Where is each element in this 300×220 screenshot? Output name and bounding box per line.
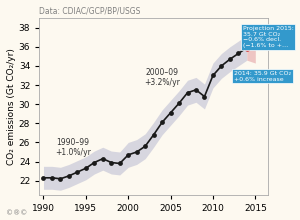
- Point: [211, 74, 215, 77]
- Point: [143, 145, 148, 148]
- Point: [100, 157, 105, 160]
- Point: [50, 176, 54, 180]
- Point: [109, 161, 114, 164]
- Point: [227, 57, 232, 61]
- Point: [126, 153, 130, 157]
- Point: [134, 150, 139, 154]
- Point: [177, 101, 182, 105]
- Point: [151, 133, 156, 137]
- Text: 1990–99
+1.0%/yr: 1990–99 +1.0%/yr: [55, 138, 91, 157]
- Point: [160, 121, 164, 124]
- Point: [236, 52, 241, 55]
- Text: Projection 2015:
35.7 Gt CO₂
−0.6% decl.
(−1.6% to +…: Projection 2015: 35.7 Gt CO₂ −0.6% decl.…: [243, 26, 293, 48]
- Point: [244, 46, 249, 50]
- Point: [194, 88, 198, 92]
- Point: [41, 176, 46, 180]
- Point: [75, 170, 80, 174]
- Text: 2000–09
+3.2%/yr: 2000–09 +3.2%/yr: [144, 68, 180, 87]
- Text: 2014: 35.9 Gt CO₂
+0.6% increase: 2014: 35.9 Gt CO₂ +0.6% increase: [234, 71, 291, 81]
- Point: [83, 167, 88, 170]
- Point: [185, 91, 190, 94]
- Point: [67, 174, 71, 178]
- Point: [168, 111, 173, 115]
- Point: [58, 177, 63, 181]
- Y-axis label: CO₂ emissions (Gt CO₂/yr): CO₂ emissions (Gt CO₂/yr): [7, 48, 16, 165]
- Point: [202, 95, 207, 98]
- Text: Data: CDIAC/GCP/BP/USGS: Data: CDIAC/GCP/BP/USGS: [39, 7, 141, 16]
- Point: [244, 46, 249, 50]
- Point: [219, 64, 224, 68]
- Point: [92, 161, 97, 164]
- Text: ©®©: ©®©: [6, 211, 27, 217]
- Point: [117, 162, 122, 165]
